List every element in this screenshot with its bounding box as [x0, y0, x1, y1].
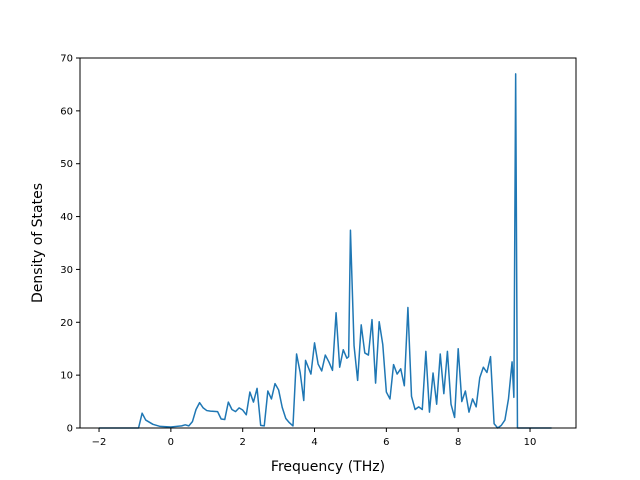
y-tick-label: 30: [60, 265, 73, 276]
y-tick-label: 60: [60, 106, 73, 117]
x-tick-label: −2: [92, 437, 107, 448]
y-tick-label: 0: [67, 424, 73, 435]
line-layer: [99, 73, 552, 429]
y-tick-label: 70: [60, 54, 73, 65]
x-tick-label: 4: [311, 437, 317, 448]
plot-frame: [79, 57, 577, 429]
x-tick-label: 8: [455, 437, 461, 448]
x-axis-title: Frequency (THz): [271, 459, 385, 475]
y-tick-label: 40: [60, 212, 73, 223]
plot-background: [80, 58, 576, 428]
y-axis-title: Density of States: [30, 183, 46, 303]
x-tick-label: 6: [383, 437, 389, 448]
x-tick-label: 10: [524, 437, 537, 448]
y-tick-label: 50: [60, 159, 73, 170]
y-tick-label: 20: [60, 318, 73, 329]
x-tick-label: 2: [240, 437, 246, 448]
y-tick-label: 10: [60, 371, 73, 382]
tick-layer: −2 0 2 4 6 8 10 0 10 20 30 40 50 60 70: [60, 54, 536, 449]
dos-series-line: [99, 73, 552, 429]
x-tick-label: 0: [168, 437, 174, 448]
